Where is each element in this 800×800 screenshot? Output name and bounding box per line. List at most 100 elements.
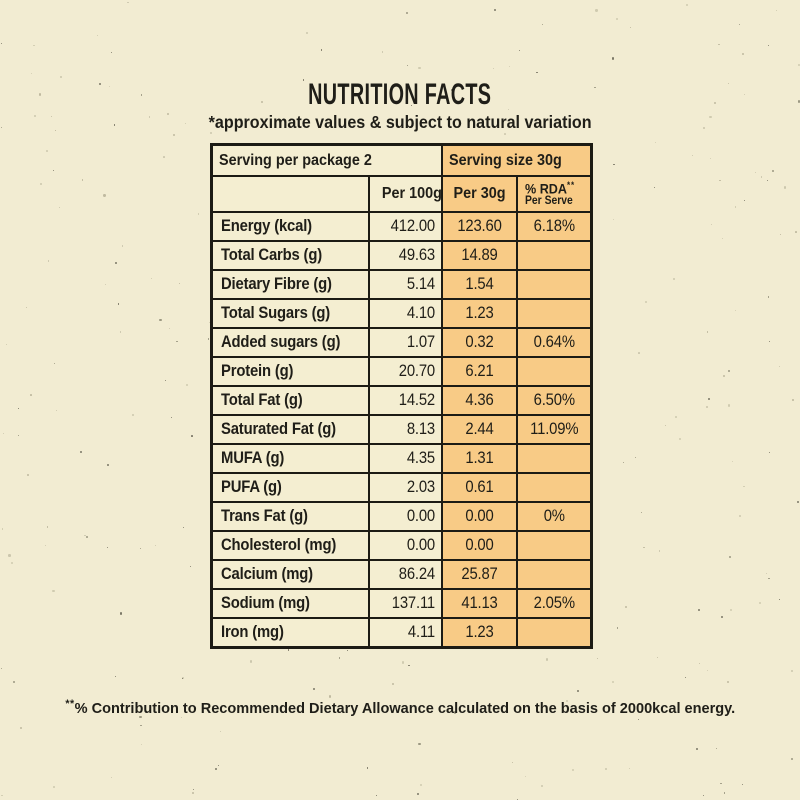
cell-text: Protein (g) [221, 362, 294, 380]
page-title: NUTRITION FACTS [0, 80, 800, 110]
cell-text: 0.32 [464, 333, 494, 351]
rda-value-cell: 11.09% [515, 414, 593, 445]
per-30g-value-cell: 25.87 [440, 559, 518, 590]
nutrient-label-cell: Cholesterol (mg) [210, 530, 370, 561]
cell-text: 14.89 [460, 246, 498, 264]
cell-text: Saturated Fat (g) [221, 420, 336, 438]
cell-text: 4.35 [406, 449, 435, 467]
per-30g-value-cell: 0.61 [440, 472, 518, 503]
per-30g-value-cell: 41.13 [440, 588, 518, 619]
nutrient-label-cell: Total Fat (g) [210, 385, 370, 416]
nutrient-label-cell: Added sugars (g) [210, 327, 370, 358]
nutrient-row: Total Fat (g) 14.52 4.36 6.50% [210, 385, 593, 416]
nutrient-row: Total Sugars (g) 4.10 1.23 [210, 298, 593, 329]
nutrient-row: Calcium (mg) 86.24 25.87 [210, 559, 593, 590]
cell-text: 2.03 [406, 478, 435, 496]
blank-header-cell [210, 175, 370, 213]
nutrient-label-cell: Total Sugars (g) [210, 298, 370, 329]
nutrient-row: Saturated Fat (g) 8.13 2.44 11.09% [210, 414, 593, 445]
per-100g-value-cell: 49.63 [367, 240, 443, 271]
cell-text: PUFA (g) [221, 478, 282, 496]
rda-value-cell: 0.64% [515, 327, 593, 358]
serving-per-package-cell: Serving per package 2 [210, 143, 443, 177]
column-header-row: Per 100g Per 30g % RDA** Per Serve [210, 175, 593, 213]
nutrient-row: MUFA (g) 4.35 1.31 [210, 443, 593, 474]
serving-info-row: Serving per package 2 Serving size 30g [210, 143, 593, 177]
per-100g-value-cell: 412.00 [367, 211, 443, 242]
per-100g-value-cell: 4.10 [367, 298, 443, 329]
nutrient-label-cell: Energy (kcal) [210, 211, 370, 242]
rda-value-cell [515, 443, 593, 474]
per-100g-value-cell: 4.11 [367, 617, 443, 649]
footnote-text-wrap: **% Contribution to Recommended Dietary … [65, 697, 735, 719]
rda-value-cell: 0% [515, 501, 593, 532]
per-100g-value-cell: 8.13 [367, 414, 443, 445]
nutrient-rows: Energy (kcal) 412.00 123.60 6.18% Total Carb… [210, 211, 593, 649]
per-30g-value-cell: 6.21 [440, 356, 518, 387]
rda-value-cell [515, 530, 593, 561]
cell-text: 1.23 [464, 304, 494, 322]
nutrient-row: Energy (kcal) 412.00 123.60 6.18% [210, 211, 593, 242]
cell-text: Total Carbs (g) [221, 246, 322, 264]
nutrient-label-cell: MUFA (g) [210, 443, 370, 474]
cell-text: 49.63 [398, 246, 435, 264]
cell-text: 14.52 [398, 391, 435, 409]
footnote-asterisks: ** [65, 698, 75, 710]
rda-header-label: % RDA [524, 180, 567, 197]
nutrient-row: Iron (mg) 4.11 1.23 [210, 617, 593, 649]
nutrient-label-cell: Total Carbs (g) [210, 240, 370, 271]
nutrient-row: Total Carbs (g) 49.63 14.89 [210, 240, 593, 271]
rda-value-cell: 6.18% [515, 211, 593, 242]
cell-text: 5.14 [406, 275, 435, 293]
cell-text: 137.11 [391, 594, 435, 612]
rda-value-cell: 6.50% [515, 385, 593, 416]
cell-text: Energy (kcal) [221, 217, 312, 235]
rda-value-cell [515, 356, 593, 387]
cell-text: 0.64% [533, 333, 575, 351]
cell-text: Iron (mg) [221, 623, 284, 641]
per-30g-value-cell: 14.89 [440, 240, 518, 271]
nutrient-label-cell: Sodium (mg) [210, 588, 370, 619]
cell-text: 4.36 [464, 391, 494, 409]
per-30g-value-cell: 123.60 [440, 211, 518, 242]
cell-text: 6.50% [533, 391, 575, 409]
nutrient-label-cell: Protein (g) [210, 356, 370, 387]
cell-text: 1.54 [464, 275, 494, 293]
cell-text: 2.05% [533, 594, 575, 612]
per-100g-value-cell: 20.70 [367, 356, 443, 387]
cell-text: Trans Fat (g) [221, 507, 308, 525]
rda-value-cell: 2.05% [515, 588, 593, 619]
per-100g-value-cell: 0.00 [367, 530, 443, 561]
rda-value-cell [515, 472, 593, 503]
cell-text: 41.13 [460, 594, 498, 612]
cell-text: 25.87 [460, 565, 498, 583]
rda-header-line1: % RDA** [524, 179, 579, 197]
cell-text: 1.31 [464, 449, 494, 467]
cell-text: MUFA (g) [221, 449, 285, 467]
nutrient-label-cell: Trans Fat (g) [210, 501, 370, 532]
per-30g-value-cell: 0.32 [440, 327, 518, 358]
per-100g-value-cell: 86.24 [367, 559, 443, 590]
cell-text: 0% [543, 507, 565, 525]
nutrient-row: PUFA (g) 2.03 0.61 [210, 472, 593, 503]
per-100g-value-cell: 2.03 [367, 472, 443, 503]
rda-header-asterisks: ** [566, 179, 575, 190]
nutrient-row: Added sugars (g) 1.07 0.32 0.64% [210, 327, 593, 358]
nutrient-label-cell: Iron (mg) [210, 617, 370, 649]
col-header-per-30g: Per 30g [440, 175, 518, 213]
per-100g-value-cell: 14.52 [367, 385, 443, 416]
nutrient-label-cell: PUFA (g) [210, 472, 370, 503]
rda-value-cell [515, 269, 593, 300]
cell-text: 4.11 [407, 623, 435, 641]
cell-text: 6.18% [533, 217, 575, 235]
per-100g-value-cell: 4.35 [367, 443, 443, 474]
subtitle-text: *approximate values & subject to natural… [208, 112, 592, 132]
per-100g-value-cell: 137.11 [367, 588, 443, 619]
cell-text: 0.00 [464, 536, 494, 554]
cell-text: 20.70 [398, 362, 435, 380]
per-30g-value-cell: 0.00 [440, 530, 518, 561]
rda-value-cell [515, 298, 593, 329]
nutrient-row: Protein (g) 20.70 6.21 [210, 356, 593, 387]
serving-size-text: Serving size 30g [448, 151, 562, 169]
